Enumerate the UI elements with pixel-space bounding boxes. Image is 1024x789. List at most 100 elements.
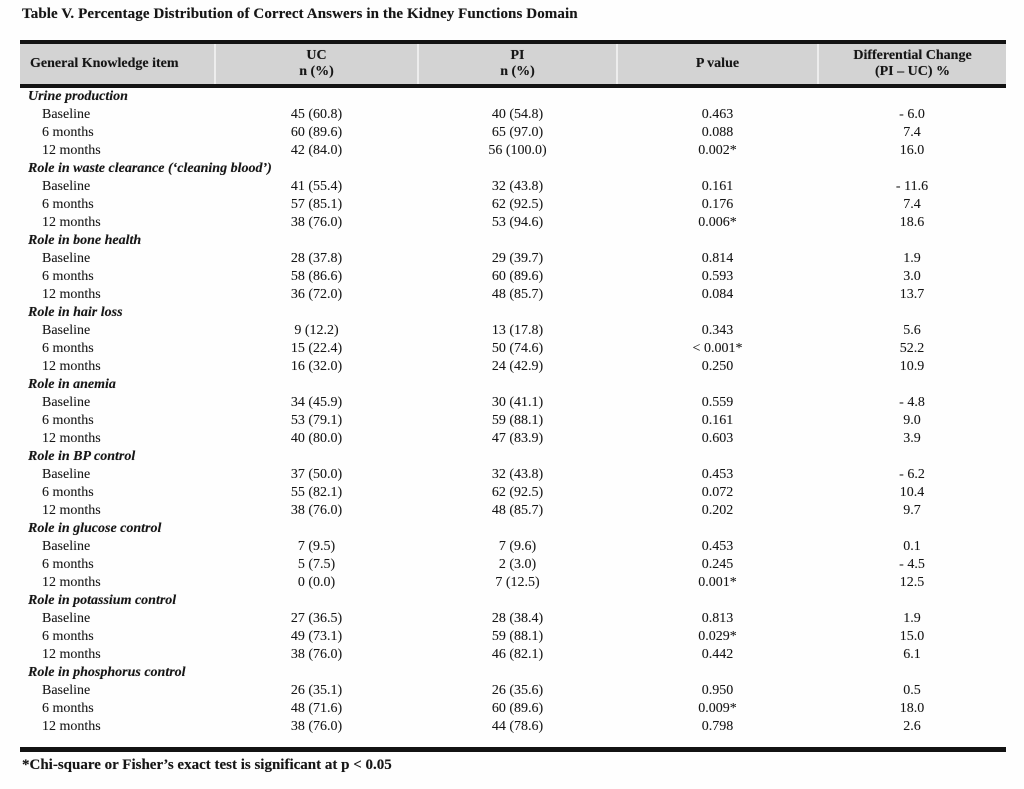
cell-diff: 52.2 xyxy=(899,341,925,356)
cell-diff: 18.6 xyxy=(899,215,925,230)
cell-uc: 58 (86.6) xyxy=(290,269,343,284)
data-row: 6 months 53 (79.1) 59 (88.1) 0.161 9.0 xyxy=(20,412,1006,430)
cell-uc: 15 (22.4) xyxy=(290,341,343,356)
section-title: Urine production xyxy=(28,89,128,104)
cell-diff: 10.9 xyxy=(899,359,925,374)
data-row: 12 months 16 (32.0) 24 (42.9) 0.250 10.9 xyxy=(20,358,1006,376)
data-row: 12 months 38 (76.0) 44 (78.6) 0.798 2.6 xyxy=(20,718,1006,736)
cell-p: 0.002* xyxy=(698,143,737,158)
cell-diff: 15.0 xyxy=(899,629,925,644)
data-row: 12 months 40 (80.0) 47 (83.9) 0.603 3.9 xyxy=(20,430,1006,448)
cell-label: 6 months xyxy=(42,701,94,716)
cell-uc: 16 (32.0) xyxy=(290,359,343,374)
cell-pi: 29 (39.7) xyxy=(491,251,544,266)
cell-p: 0.603 xyxy=(701,431,734,446)
cell-p: 0.006* xyxy=(698,215,737,230)
section-title: Role in bone health xyxy=(28,233,142,248)
cell-pi: 65 (97.0) xyxy=(491,125,544,140)
cell-pi: 7 (9.6) xyxy=(498,539,537,554)
cell-label: Baseline xyxy=(42,179,91,194)
cell-uc: 37 (50.0) xyxy=(290,467,343,482)
cell-uc: 34 (45.9) xyxy=(290,395,343,410)
section-row: Role in potassium control xyxy=(20,592,1006,610)
section-row: Role in glucose control xyxy=(20,520,1006,538)
cell-label: Baseline xyxy=(42,251,91,266)
cell-label: 12 months xyxy=(42,143,101,158)
table-header: General Knowledge item UC n (%) PI n (%)… xyxy=(20,40,1006,88)
cell-diff: 0.5 xyxy=(903,683,921,698)
cell-diff: 12.5 xyxy=(899,575,925,590)
data-row: 12 months 36 (72.0) 48 (85.7) 0.084 13.7 xyxy=(20,286,1006,304)
table-body: Urine production Baseline 45 (60.8) 40 (54.… xyxy=(20,86,1006,736)
cell-diff: - 4.8 xyxy=(899,395,925,410)
cell-p: 0.814 xyxy=(701,251,734,266)
cell-uc: 7 (9.5) xyxy=(297,539,336,554)
cell-uc: 27 (36.5) xyxy=(290,611,343,626)
section-row: Role in waste clearance (‘cleaning blood… xyxy=(20,160,1006,178)
data-row: Baseline 26 (35.1) 26 (35.6) 0.950 0.5 xyxy=(20,682,1006,700)
cell-label: 6 months xyxy=(42,269,94,284)
cell-p: 0.442 xyxy=(701,647,734,662)
cell-p: 0.202 xyxy=(701,503,734,518)
cell-p: 0.453 xyxy=(701,539,734,554)
cell-pi: 48 (85.7) xyxy=(491,503,544,518)
cell-diff: 1.9 xyxy=(903,251,921,266)
cell-uc: 28 (37.8) xyxy=(290,251,343,266)
cell-label: Baseline xyxy=(42,323,91,338)
section-title: Role in glucose control xyxy=(28,521,162,536)
cell-label: 12 months xyxy=(42,359,101,374)
cell-p: 0.072 xyxy=(701,485,734,500)
cell-pi: 59 (88.1) xyxy=(491,629,544,644)
cell-uc: 38 (76.0) xyxy=(290,503,343,518)
cell-uc: 36 (72.0) xyxy=(290,287,343,302)
col-header-pi: PI n (%) xyxy=(417,40,617,88)
cell-pi: 48 (85.7) xyxy=(491,287,544,302)
col-header-label: P value xyxy=(695,56,740,71)
data-row: 12 months 38 (76.0) 48 (85.7) 0.202 9.7 xyxy=(20,502,1006,520)
cell-pi: 2 (3.0) xyxy=(498,557,537,572)
cell-label: 12 months xyxy=(42,575,101,590)
cell-p: 0.593 xyxy=(701,269,734,284)
cell-label: Baseline xyxy=(42,467,91,482)
cell-label: Baseline xyxy=(42,107,91,122)
cell-p: 0.950 xyxy=(701,683,734,698)
cell-diff: - 6.2 xyxy=(899,467,925,482)
data-row: Baseline 37 (50.0) 32 (43.8) 0.453 - 6.2 xyxy=(20,466,1006,484)
table-bottom-rule xyxy=(20,747,1006,752)
cell-diff: 3.9 xyxy=(903,431,921,446)
cell-uc: 49 (73.1) xyxy=(290,629,343,644)
section-title: Role in waste clearance (‘cleaning blood… xyxy=(28,161,272,176)
cell-diff: - 11.6 xyxy=(895,179,929,194)
cell-diff: 5.6 xyxy=(903,323,921,338)
data-row: 6 months 49 (73.1) 59 (88.1) 0.029* 15.0 xyxy=(20,628,1006,646)
cell-pi: 7 (12.5) xyxy=(495,575,540,590)
data-row: 12 months 0 (0.0) 7 (12.5) 0.001* 12.5 xyxy=(20,574,1006,592)
cell-p: 0.463 xyxy=(701,107,734,122)
cell-p: 0.161 xyxy=(701,413,734,428)
cell-uc: 41 (55.4) xyxy=(290,179,343,194)
data-row: Baseline 45 (60.8) 40 (54.8) 0.463 - 6.0 xyxy=(20,106,1006,124)
cell-p: 0.813 xyxy=(701,611,734,626)
col-header-sublabel: (PI – UC) % xyxy=(874,64,951,79)
col-header-uc: UC n (%) xyxy=(214,40,418,88)
cell-p: 0.001* xyxy=(698,575,737,590)
col-header-sublabel: n (%) xyxy=(500,64,535,79)
cell-diff: 6.1 xyxy=(903,647,921,662)
cell-p: 0.245 xyxy=(701,557,734,572)
cell-diff: 7.4 xyxy=(903,197,921,212)
cell-pi: 62 (92.5) xyxy=(491,485,544,500)
cell-label: Baseline xyxy=(42,683,91,698)
col-header-general-knowledge-item: General Knowledge item xyxy=(20,40,215,88)
cell-pi: 62 (92.5) xyxy=(491,197,544,212)
cell-pi: 40 (54.8) xyxy=(491,107,544,122)
cell-uc: 0 (0.0) xyxy=(297,575,336,590)
cell-label: Baseline xyxy=(42,611,91,626)
cell-diff: 18.0 xyxy=(899,701,925,716)
data-row: Baseline 9 (12.2) 13 (17.8) 0.343 5.6 xyxy=(20,322,1006,340)
cell-p: < 0.001* xyxy=(692,341,743,356)
cell-uc: 38 (76.0) xyxy=(290,647,343,662)
cell-pi: 28 (38.4) xyxy=(491,611,544,626)
cell-p: 0.029* xyxy=(698,629,737,644)
cell-p: 0.088 xyxy=(701,125,734,140)
section-row: Role in BP control xyxy=(20,448,1006,466)
